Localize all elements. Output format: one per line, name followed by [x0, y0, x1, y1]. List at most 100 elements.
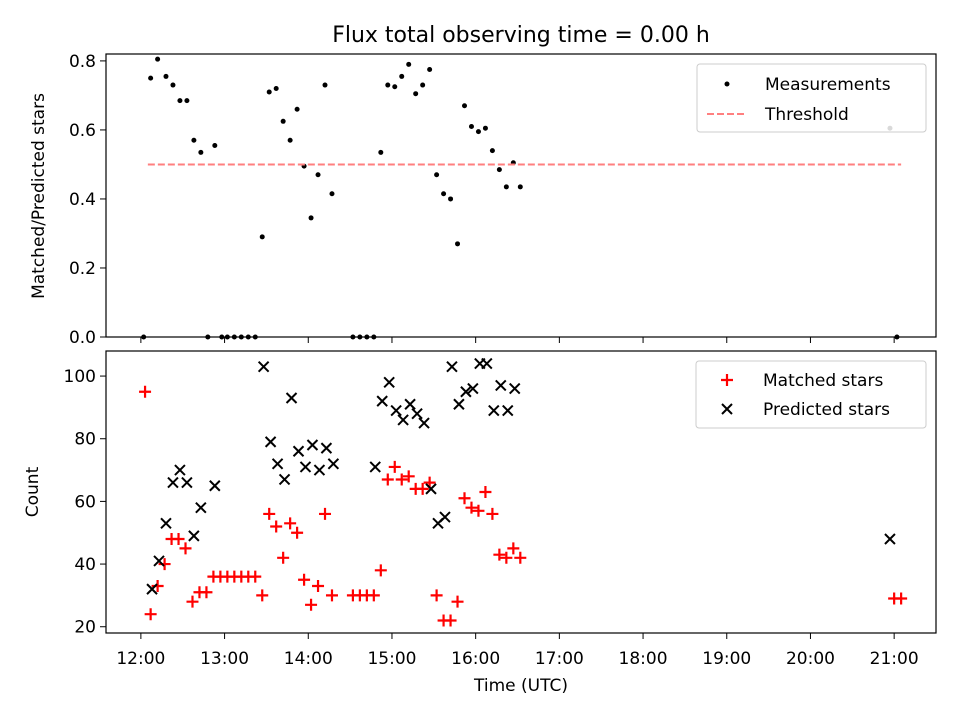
top-y-ticks: 0.0 0.2 0.4 0.6 0.8: [69, 52, 106, 348]
predicted-stars-point: [174, 464, 186, 476]
bottom-legend-box: [695, 360, 927, 429]
bottom-x-tick-label: 17:00: [535, 649, 584, 669]
matched-stars-point: [325, 589, 338, 602]
bottom-y-tick-label: 20: [74, 618, 96, 638]
legend-label-matched-stars: Matched stars: [763, 371, 883, 391]
measurements-point: [503, 184, 509, 190]
predicted-stars-point: [285, 392, 298, 404]
legend-label-measurements: Measurements: [765, 75, 891, 95]
measurements-point: [462, 103, 468, 109]
measurements-point: [406, 61, 412, 67]
top-legend-box: [696, 63, 927, 133]
matched-stars-point: [395, 473, 408, 486]
matched-stars-point: [381, 473, 394, 486]
bottom-x-tick-label: 18:00: [619, 649, 668, 669]
measurements-point: [496, 167, 502, 173]
matched-stars-point: [479, 486, 492, 498]
legend-label-threshold: Threshold: [764, 105, 849, 125]
top-y-tick-label: 0.8: [69, 52, 96, 72]
measurements-point: [308, 215, 314, 221]
matched-stars-point: [458, 492, 471, 505]
bottom-plot-frame: [105, 350, 937, 634]
matched-stars-point: [895, 592, 908, 605]
measurements-point: [392, 84, 398, 90]
predicted-stars-point: [292, 445, 305, 457]
predicted-stars-point: [439, 511, 451, 523]
matched-stars-point: [256, 589, 269, 602]
matched-stars-point: [151, 580, 164, 592]
measurements-point: [482, 125, 488, 131]
predicted-stars-point: [181, 476, 193, 489]
matched-stars-point: [430, 589, 443, 602]
measurements-point: [441, 191, 447, 197]
measurements-point: [238, 334, 244, 340]
measurements-point: [205, 334, 211, 340]
measurements-point: [385, 82, 391, 88]
matched-stars-point: [500, 551, 513, 564]
legend-marker-matched-stars: [721, 374, 733, 386]
bottom-legend: Matched stars Predicted stars: [695, 360, 927, 429]
top-series-layer: [141, 56, 902, 340]
predicted-stars-point: [376, 395, 388, 407]
measurements-point: [371, 334, 377, 340]
measurements-point: [259, 234, 265, 240]
matched-stars-point: [312, 580, 325, 592]
measurements-point: [141, 334, 147, 340]
top-y-axis-label: Matched/Predicted stars: [29, 93, 49, 299]
measurements-point: [252, 334, 258, 340]
matched-stars-point: [172, 533, 185, 545]
predicted-stars-point: [306, 439, 319, 451]
top-panel: Matched/Predicted stars 0.00.20.40.60.8 …: [29, 52, 937, 348]
legend-marker-measurements: [724, 81, 730, 87]
measurements-point: [455, 241, 461, 247]
measurements-point: [475, 129, 481, 135]
matched-stars-point: [144, 608, 157, 621]
bottom-y-tick-label: 40: [74, 555, 96, 575]
measurements-point: [148, 75, 154, 81]
predicted-stars-point: [502, 404, 514, 417]
measurements-point: [245, 334, 251, 340]
legend-label-predicted-stars: Predicted stars: [763, 400, 890, 420]
bottom-y-ticks: 20 40 60 80 100: [64, 367, 106, 638]
legend-marker-predicted-stars: [721, 403, 733, 415]
measurements-point: [287, 137, 293, 143]
matched-stars-point: [305, 598, 318, 611]
predicted-stars-point: [195, 501, 207, 514]
measurements-point: [212, 142, 218, 148]
measurements-point: [350, 334, 356, 340]
predicted-stars-point: [264, 436, 277, 448]
bottom-y-axis-label: Count: [23, 466, 43, 517]
measurements-point: [329, 191, 335, 197]
matched-stars-point: [270, 520, 283, 533]
bottom-x-tick-label: 12:00: [116, 649, 165, 669]
predicted-stars-point: [467, 382, 479, 395]
predicted-stars-point: [257, 360, 270, 373]
measurements-point: [184, 98, 190, 104]
measurements-point: [280, 118, 286, 124]
predicted-stars-point: [299, 461, 312, 473]
matched-stars-point: [486, 507, 499, 520]
matched-stars-point: [451, 595, 464, 608]
matched-stars-point: [367, 589, 380, 602]
matched-stars-point: [514, 551, 527, 564]
predicted-stars-point: [460, 386, 472, 398]
matched-stars-point: [319, 507, 332, 520]
matched-stars-point: [374, 564, 387, 577]
top-x-ticks: [140, 337, 895, 343]
matched-stars-point: [200, 586, 213, 599]
measurements-point: [420, 82, 426, 88]
predicted-stars-point: [271, 458, 284, 470]
measurements-point: [294, 106, 300, 112]
measurements-point: [894, 334, 900, 340]
predicted-stars-point: [209, 480, 221, 492]
measurements-point: [378, 149, 384, 155]
matched-stars-point: [186, 595, 199, 608]
matched-stars-point: [249, 570, 262, 583]
predicted-stars-point: [390, 404, 402, 417]
predicted-stars-point: [411, 407, 423, 420]
predicted-stars-point: [160, 517, 172, 530]
matched-stars-point: [402, 470, 415, 483]
measurements-point: [155, 56, 161, 62]
predicted-stars-point: [327, 458, 340, 470]
